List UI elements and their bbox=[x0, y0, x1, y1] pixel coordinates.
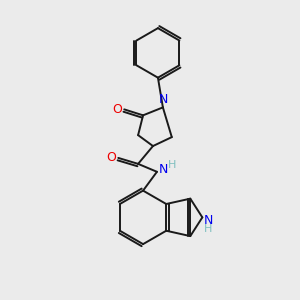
Text: O: O bbox=[112, 103, 122, 116]
Text: N: N bbox=[159, 163, 168, 176]
Text: H: H bbox=[168, 160, 176, 170]
Text: N: N bbox=[204, 214, 213, 227]
Text: N: N bbox=[159, 93, 169, 106]
Text: O: O bbox=[106, 152, 116, 164]
Text: H: H bbox=[204, 224, 212, 234]
